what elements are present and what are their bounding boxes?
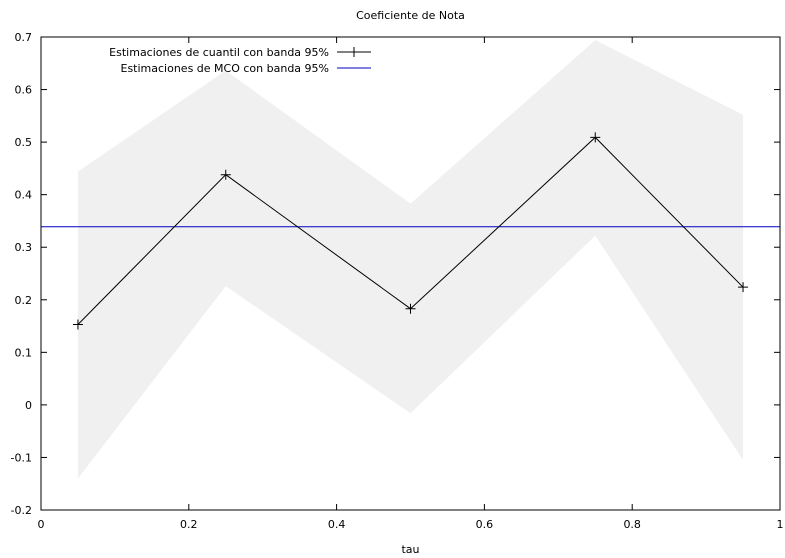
y-tick-label: -0.1 [11, 451, 32, 464]
y-tick-label: 0.7 [15, 31, 33, 44]
quantile-confidence-band [77, 40, 744, 479]
legend-label-ols: Estimaciones de MCO con banda 95% [121, 62, 330, 75]
y-tick-label: -0.2 [11, 504, 32, 517]
y-tick-label: 0.2 [15, 294, 33, 307]
x-tick-label: 0 [38, 518, 45, 531]
confidence-band-layer [77, 40, 744, 479]
quantile-point-marker [738, 282, 749, 293]
y-tick-label: 0.3 [15, 241, 33, 254]
quantile-point-marker [72, 319, 83, 330]
legend-marker-quantile [349, 47, 359, 57]
quantile-line-layer [72, 132, 749, 330]
y-tick-label: 0 [25, 399, 32, 412]
plot-frame [40, 36, 781, 511]
y-tick-label: 0.6 [15, 84, 33, 97]
chart-title: Coeficiente de Nota [356, 9, 465, 22]
x-tick-label: 0.4 [328, 518, 346, 531]
legend-label-quantile: Estimaciones de cuantil con banda 95% [109, 46, 329, 59]
x-tick-label: 1 [777, 518, 784, 531]
y-axis: -0.2 -0.1 0 0.1 0.2 0.3 0.4 0.5 0.6 0.7 [11, 31, 780, 517]
y-tick-label: 0.4 [15, 189, 33, 202]
x-axis: 0 0.2 0.4 0.6 0.8 1 [38, 37, 784, 531]
quantile-point-marker [405, 303, 416, 314]
x-axis-label: tau [401, 543, 419, 556]
quantile-point-marker [220, 169, 231, 180]
x-tick-label: 0.6 [476, 518, 494, 531]
quantile-point-marker [590, 132, 601, 143]
x-tick-label: 0.8 [623, 518, 641, 531]
legend: Estimaciones de cuantil con banda 95% Est… [109, 46, 371, 75]
y-tick-label: 0.1 [15, 346, 33, 359]
y-tick-label: 0.5 [15, 136, 33, 149]
x-tick-label: 0.2 [180, 518, 198, 531]
